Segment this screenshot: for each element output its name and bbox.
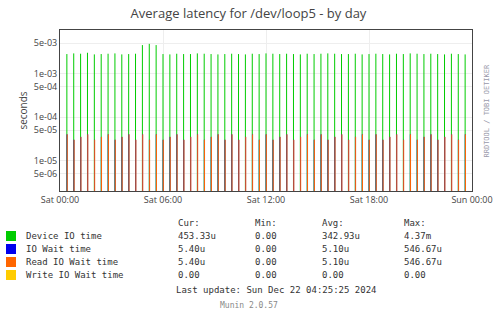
svg-text:Cur:: Cur: bbox=[178, 218, 200, 228]
svg-text:Sat 12:00: Sat 12:00 bbox=[247, 193, 285, 206]
svg-text:5.10u: 5.10u bbox=[322, 244, 349, 254]
svg-text:Read IO Wait time: Read IO Wait time bbox=[26, 257, 118, 267]
svg-text:1e-04: 1e-04 bbox=[34, 110, 57, 123]
svg-text:Device IO time: Device IO time bbox=[26, 231, 102, 241]
svg-text:453.33u: 453.33u bbox=[178, 231, 216, 241]
svg-text:Sat 18:00: Sat 18:00 bbox=[350, 193, 388, 206]
svg-text:546.67u: 546.67u bbox=[404, 244, 442, 254]
svg-text:5e-06: 5e-06 bbox=[34, 167, 57, 180]
svg-text:Average latency for /dev/loop5: Average latency for /dev/loop5 - by day bbox=[131, 4, 367, 22]
svg-text:Munin 2.0.57: Munin 2.0.57 bbox=[220, 301, 278, 310]
svg-text:IO Wait time: IO Wait time bbox=[26, 244, 91, 254]
svg-text:5.40u: 5.40u bbox=[178, 257, 205, 267]
svg-text:Sat 00:00: Sat 00:00 bbox=[41, 193, 79, 206]
svg-text:0.00: 0.00 bbox=[404, 270, 426, 280]
svg-text:4.37m: 4.37m bbox=[404, 231, 431, 241]
svg-text:RRDTOOL / TOBI OETIKER: RRDTOOL / TOBI OETIKER bbox=[483, 64, 491, 158]
svg-text:5.10u: 5.10u bbox=[322, 257, 349, 267]
svg-text:5e-03: 5e-03 bbox=[34, 36, 57, 49]
svg-text:342.93u: 342.93u bbox=[322, 231, 360, 241]
svg-text:Max:: Max: bbox=[404, 218, 426, 228]
svg-text:5e-04: 5e-04 bbox=[34, 80, 57, 93]
svg-text:0.00: 0.00 bbox=[255, 231, 277, 241]
svg-text:546.67u: 546.67u bbox=[404, 257, 442, 267]
svg-text:1e-03: 1e-03 bbox=[34, 67, 57, 80]
svg-text:seconds: seconds bbox=[16, 91, 30, 129]
svg-text:Last update: Sun Dec 22 04:25:: Last update: Sun Dec 22 04:25:25 2024 bbox=[176, 285, 376, 295]
svg-text:0.00: 0.00 bbox=[255, 270, 277, 280]
svg-text:5.40u: 5.40u bbox=[178, 244, 205, 254]
svg-text:Write IO Wait time: Write IO Wait time bbox=[26, 270, 124, 280]
svg-text:0.00: 0.00 bbox=[255, 244, 277, 254]
svg-text:5e-05: 5e-05 bbox=[34, 123, 57, 136]
svg-text:Sat 06:00: Sat 06:00 bbox=[144, 193, 182, 206]
svg-text:Sun 00:00: Sun 00:00 bbox=[451, 193, 492, 206]
svg-text:0.00: 0.00 bbox=[178, 270, 200, 280]
svg-text:0.00: 0.00 bbox=[255, 257, 277, 267]
svg-text:1e-05: 1e-05 bbox=[34, 154, 57, 167]
svg-text:0.00: 0.00 bbox=[322, 270, 344, 280]
svg-text:Avg:: Avg: bbox=[322, 218, 344, 228]
svg-text:Min:: Min: bbox=[255, 218, 277, 228]
